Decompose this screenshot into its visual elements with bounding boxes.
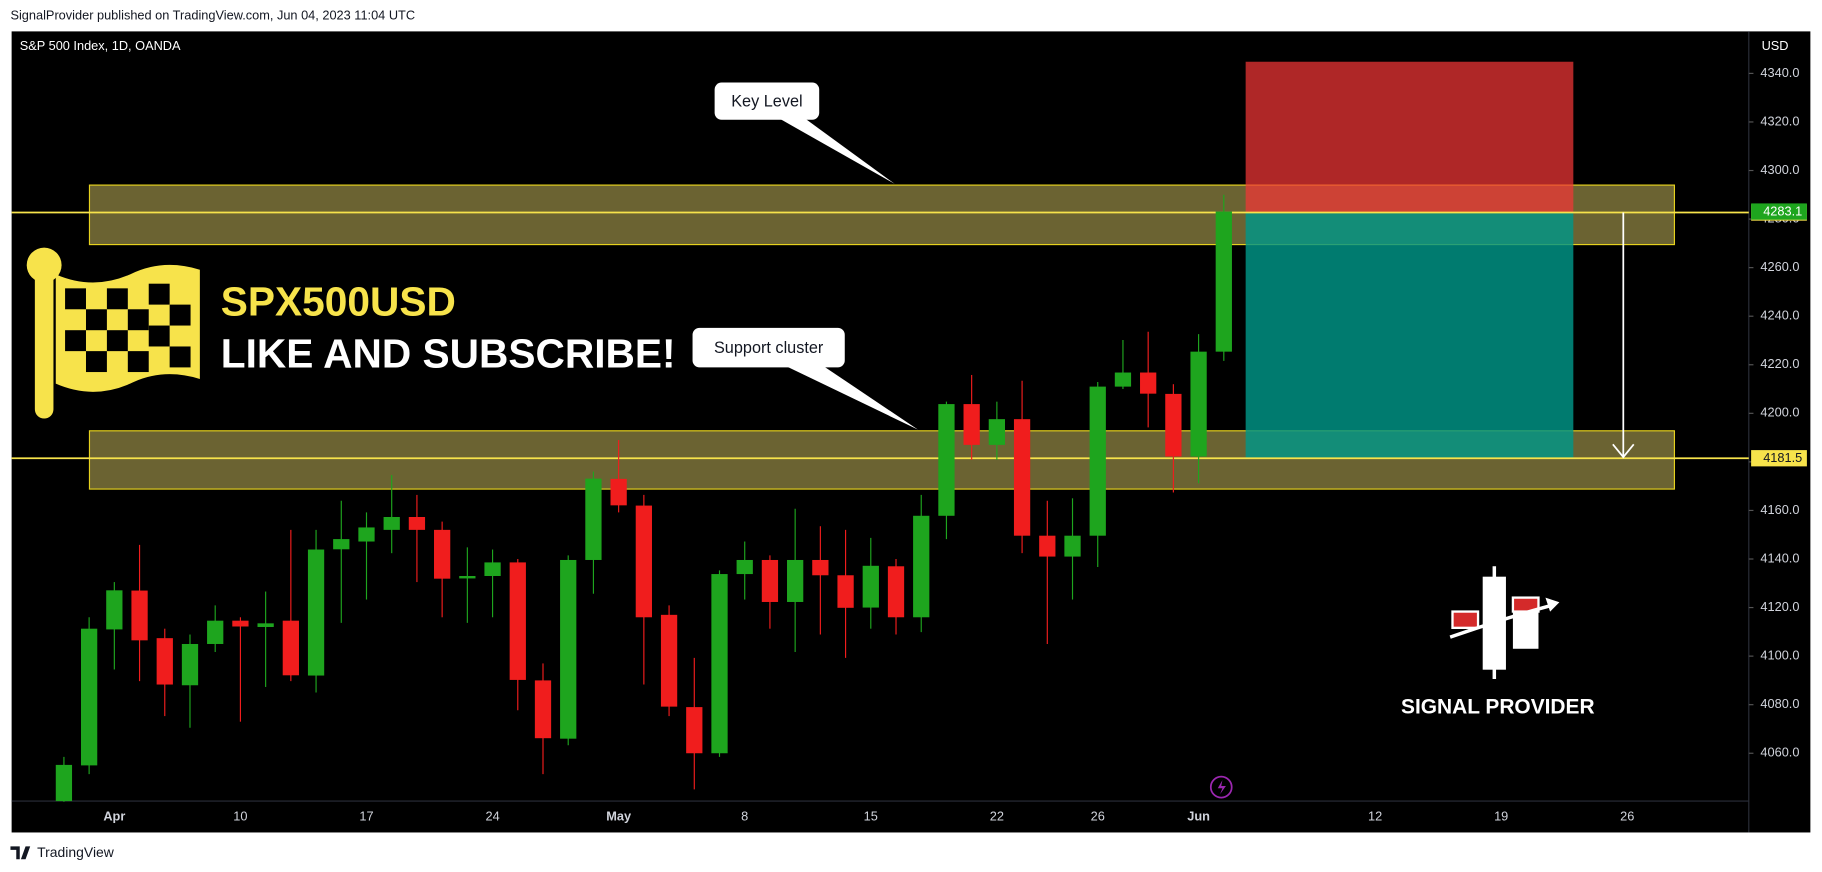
y-tick-label: 4160.0 [1760,502,1799,517]
candle-body [434,529,451,579]
callout-pointer [783,365,918,430]
y-tick-label: 4340.0 [1760,65,1799,80]
arrow-head [1612,443,1635,459]
candle-body [1114,372,1132,387]
candle-body [1039,535,1056,557]
candle-body [988,419,1006,445]
candle-body [560,559,577,739]
candle-body [80,628,98,766]
candle-body [358,527,375,542]
x-tick-label: 22 [990,809,1004,824]
candle-body [1013,419,1031,536]
x-tick-label: 10 [233,809,247,824]
callout-label: Key Level [731,93,802,111]
candle-body [1089,386,1106,536]
candle-body [282,620,299,676]
candle-body [963,404,980,445]
x-tick-label: 26 [1620,809,1634,824]
candle-body [509,562,526,680]
candle-body [887,566,905,618]
callout-box [714,82,820,120]
y-tick-label: 4220.0 [1760,356,1799,371]
candle-body [610,478,627,506]
candle-body [459,575,476,579]
x-tick-label: 26 [1091,809,1105,824]
x-tick-label: 17 [359,809,373,824]
flag-icon [26,247,200,419]
y-tick-label: 4080.0 [1760,696,1799,711]
candle-body [156,638,173,685]
candle-body [55,764,73,802]
price-tag [1751,450,1807,467]
price-tag [1751,203,1807,220]
y-tick-label: 4260.0 [1760,259,1799,274]
candle-body [761,559,779,602]
candle-body [585,478,602,560]
replay-icon [1209,775,1233,799]
candle-body [207,620,224,644]
price-tag-label: 4181.5 [1763,450,1802,465]
callout-label: Support cluster [714,339,824,357]
banner-slogan: LIKE AND SUBSCRIBE! [221,331,676,377]
candle-body [131,590,148,641]
x-tick-label: 12 [1368,809,1382,824]
y-tick-label: 4240.0 [1760,308,1799,323]
candle-body [232,620,249,627]
footer-brand: TradingView [37,844,115,860]
x-tick-label: Apr [103,809,125,824]
candle-body [635,505,652,618]
x-tick-label: Jun [1187,809,1210,824]
tradingview-logo [10,846,31,860]
candle-body [333,539,350,550]
x-tick-label: 15 [864,809,878,824]
candle-body [711,574,728,754]
target-area [1245,212,1574,459]
candle-body [837,575,854,608]
candle-body [1140,372,1157,394]
candle-body [1190,351,1207,457]
candle-body [787,559,804,602]
candle-body [736,559,753,575]
x-tick-label: May [606,809,632,824]
candle-body [812,559,829,576]
chart-title: S&P 500 Index, 1D, OANDA [20,38,181,53]
y-tick-label: 4300.0 [1760,162,1799,177]
y-tick-label: 4140.0 [1760,550,1799,565]
candle-body [1215,211,1232,352]
y-tick-label: 4120.0 [1760,599,1799,614]
candle-body [484,562,501,576]
banner-symbol: SPX500USD [221,278,456,324]
candle-body [1165,393,1182,457]
candle-body [408,516,426,530]
publish-header: SignalProvider published on TradingView.… [10,8,415,23]
y-tick-label: 4060.0 [1760,745,1799,760]
callout-box [692,327,845,368]
y-tick-label: 4320.0 [1760,113,1799,128]
candle-body [181,643,199,686]
plot: 4060.04080.04100.04120.04140.04160.04180… [11,61,1799,824]
candle-body [660,614,678,707]
x-tick-label: 24 [485,809,499,824]
candle-body [913,515,930,618]
candle-body [383,516,400,530]
candle-body [938,404,955,516]
x-tick-label: 8 [741,809,748,824]
stop-area [1245,61,1574,213]
x-tick-label: 19 [1494,809,1508,824]
price-tag-label: 4283.1 [1763,204,1802,219]
logo-text: SIGNAL PROVIDER [1401,696,1595,719]
candle-body [534,680,552,739]
candle-body [106,590,123,630]
y-tick-label: 4200.0 [1760,405,1799,420]
currency-label: USD [1762,38,1789,53]
candle-body [257,623,274,627]
candle-body [307,549,325,676]
candle-body [862,565,879,608]
candle-body [1064,535,1081,557]
y-tick-label: 4100.0 [1760,647,1799,662]
candle-body [686,707,703,754]
